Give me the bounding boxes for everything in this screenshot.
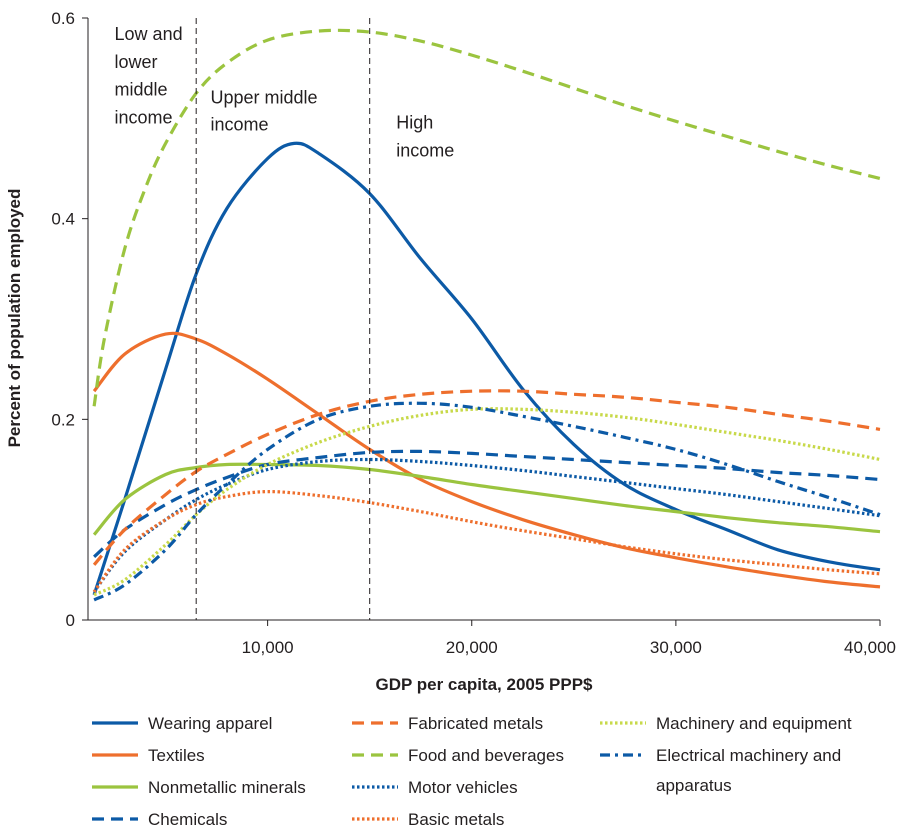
x-tick-label: 20,000 <box>446 638 498 657</box>
legend-label: Machinery and equipment <box>656 714 852 733</box>
legend-item-nonmetallic-minerals: Nonmetallic minerals <box>92 778 306 797</box>
legend-label: Electrical machinery and <box>656 746 841 765</box>
y-tick-label: 0 <box>66 611 75 630</box>
y-tick-label: 0.6 <box>51 9 75 28</box>
income-region-label: High <box>396 112 433 132</box>
legend: Wearing apparel Textiles Nonmetallic miner… <box>92 714 852 829</box>
legend-label: Food and beverages <box>408 746 564 765</box>
series-line-textiles <box>92 331 881 589</box>
legend-label: Nonmetallic minerals <box>148 778 306 797</box>
region-labels: Low and lower middle income Upper middle inco… <box>115 24 455 160</box>
legend-item-basic-metals: Basic metals <box>352 810 504 829</box>
series-line-machinery-and-equipment <box>93 407 881 597</box>
legend-item-food-and-beverages: Food and beverages <box>352 746 564 765</box>
series-line-nonmetallic-minerals <box>92 462 881 536</box>
legend-label: Wearing apparel <box>148 714 272 733</box>
axes: 0 0.2 0.4 0.6 10,000 20,000 30,000 40,000 <box>51 9 896 657</box>
income-region-label: Low and <box>115 24 183 44</box>
y-tick-label: 0.4 <box>51 210 75 229</box>
y-axis-title: Percent of population employed <box>5 189 24 448</box>
legend-item-textiles: Textiles <box>92 746 205 765</box>
series-line-motor-vehicles <box>92 457 881 593</box>
series-line-food-and-beverages <box>92 28 881 407</box>
plot-area <box>92 28 881 602</box>
income-region-label: Upper middle <box>210 87 317 107</box>
legend-label: Motor vehicles <box>408 778 518 797</box>
income-region-label: income <box>115 107 173 127</box>
legend-item-chemicals: Chemicals <box>92 810 227 829</box>
series-line-wearing-apparel <box>92 141 881 596</box>
legend-label: Fabricated metals <box>408 714 543 733</box>
x-tick-label: 30,000 <box>650 638 702 657</box>
y-tick-label: 0.2 <box>51 410 75 429</box>
legend-label: Chemicals <box>148 810 227 829</box>
legend-label: Basic metals <box>408 810 504 829</box>
legend-label: Textiles <box>148 746 205 765</box>
income-region-label: middle <box>115 79 168 99</box>
series-line-fabricated-metals <box>92 389 881 566</box>
x-axis-title: GDP per capita, 2005 PPP$ <box>375 675 593 694</box>
x-tick-label: 40,000 <box>844 638 896 657</box>
legend-item-electrical-machinery-and-apparatus: Electrical machinery and apparatus <box>600 746 841 795</box>
x-tick-label: 10,000 <box>242 638 294 657</box>
legend-item-fabricated-metals: Fabricated metals <box>352 714 543 733</box>
income-region-label: income <box>396 140 454 160</box>
legend-item-motor-vehicles: Motor vehicles <box>352 778 518 797</box>
legend-item-wearing-apparel: Wearing apparel <box>92 714 272 733</box>
series-line-chemicals <box>93 449 881 558</box>
legend-item-machinery-and-equipment: Machinery and equipment <box>600 714 852 733</box>
income-region-label: lower <box>115 52 158 72</box>
series-line-basic-metals <box>92 489 881 593</box>
series-line-electrical-machinery-and-apparatus <box>93 401 881 602</box>
legend-label: apparatus <box>656 776 732 795</box>
income-region-label: income <box>210 114 268 134</box>
